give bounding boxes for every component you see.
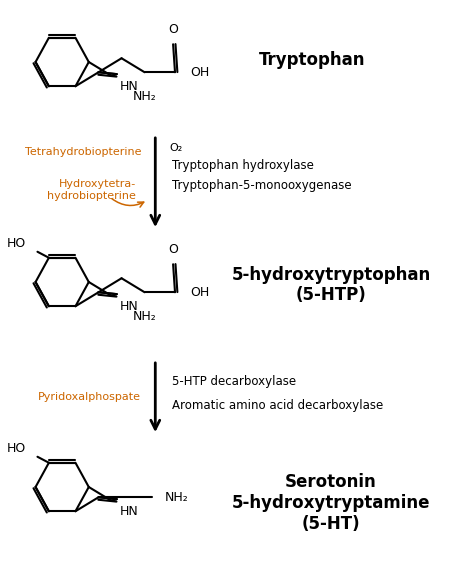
Text: HN: HN	[119, 80, 138, 93]
Text: OH: OH	[190, 66, 209, 79]
Text: O₂: O₂	[170, 143, 183, 153]
Text: Hydroxytetra-
hydrobiopterine: Hydroxytetra- hydrobiopterine	[47, 179, 136, 201]
Text: NH₂: NH₂	[165, 491, 189, 503]
Text: HO: HO	[7, 442, 26, 455]
Text: Tryptophan-5-monooxygenase: Tryptophan-5-monooxygenase	[172, 179, 352, 192]
Text: HN: HN	[119, 300, 138, 313]
Text: Tryptophan: Tryptophan	[259, 51, 365, 69]
Text: OH: OH	[190, 286, 209, 299]
Text: HN: HN	[119, 505, 138, 518]
Text: O: O	[168, 243, 178, 256]
Text: NH₂: NH₂	[133, 90, 157, 103]
Text: HO: HO	[7, 237, 26, 250]
Text: Pyridoxalphospate: Pyridoxalphospate	[38, 392, 141, 403]
Text: Serotonin
5-hydroxytryptamine
(5-HT): Serotonin 5-hydroxytryptamine (5-HT)	[232, 473, 430, 533]
Text: O: O	[168, 23, 178, 36]
Text: Tryptophan hydroxylase: Tryptophan hydroxylase	[172, 159, 314, 171]
Text: NH₂: NH₂	[133, 310, 157, 323]
Text: Aromatic amino acid decarboxylase: Aromatic amino acid decarboxylase	[172, 399, 384, 412]
Text: 5-HTP decarboxylase: 5-HTP decarboxylase	[172, 375, 297, 388]
Text: Tetrahydrobiopterine: Tetrahydrobiopterine	[25, 147, 141, 157]
Text: 5-hydroxytryptophan
(5-HTP): 5-hydroxytryptophan (5-HTP)	[231, 265, 431, 304]
